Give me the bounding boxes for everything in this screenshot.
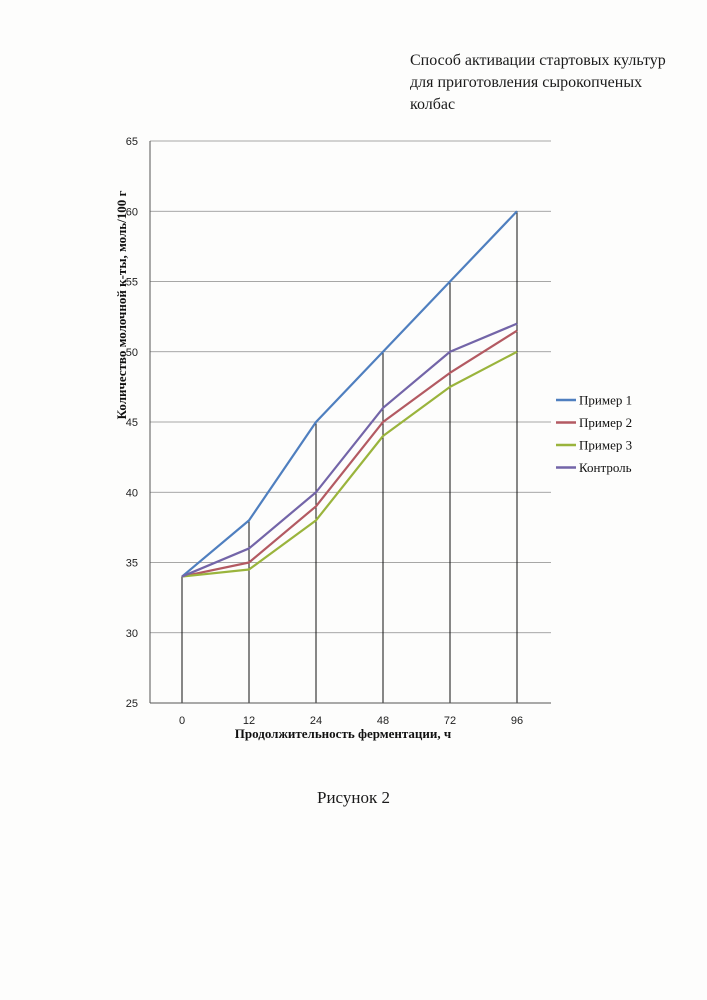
y-tick-label-3: 40 (126, 487, 138, 499)
series-line-1 (182, 211, 517, 576)
legend-label-1: Пример 1 (579, 393, 632, 408)
series-lines (182, 211, 517, 576)
x-tick-label-0: 0 (179, 715, 185, 727)
legend: Пример 1 Пример 2 Пример 3 Контроль (556, 393, 632, 476)
legend-label-2: Пример 2 (579, 415, 632, 430)
figure-caption: Рисунок 2 (0, 788, 707, 808)
series-line-2 (182, 331, 517, 577)
y-axis-title: Количество молочной к-ты, моль/100 г (114, 190, 129, 419)
legend-label-4: Контроль (579, 460, 632, 475)
drop-lines (182, 211, 517, 703)
grid-lines (150, 141, 551, 703)
tick-labels: 25303540455055606501224487296 (126, 136, 523, 727)
y-tick-label-1: 30 (126, 628, 138, 640)
legend-label-3: Пример 3 (579, 438, 632, 453)
y-tick-label-2: 35 (126, 558, 138, 570)
x-axis-title: Продолжительность ферментации, ч (235, 726, 451, 741)
line-chart: 25303540455055606501224487296 Пример 1Пр… (0, 0, 707, 780)
y-tick-label-8: 65 (126, 136, 138, 148)
y-tick-label-0: 25 (126, 698, 138, 710)
x-tick-label-5: 96 (511, 715, 523, 727)
